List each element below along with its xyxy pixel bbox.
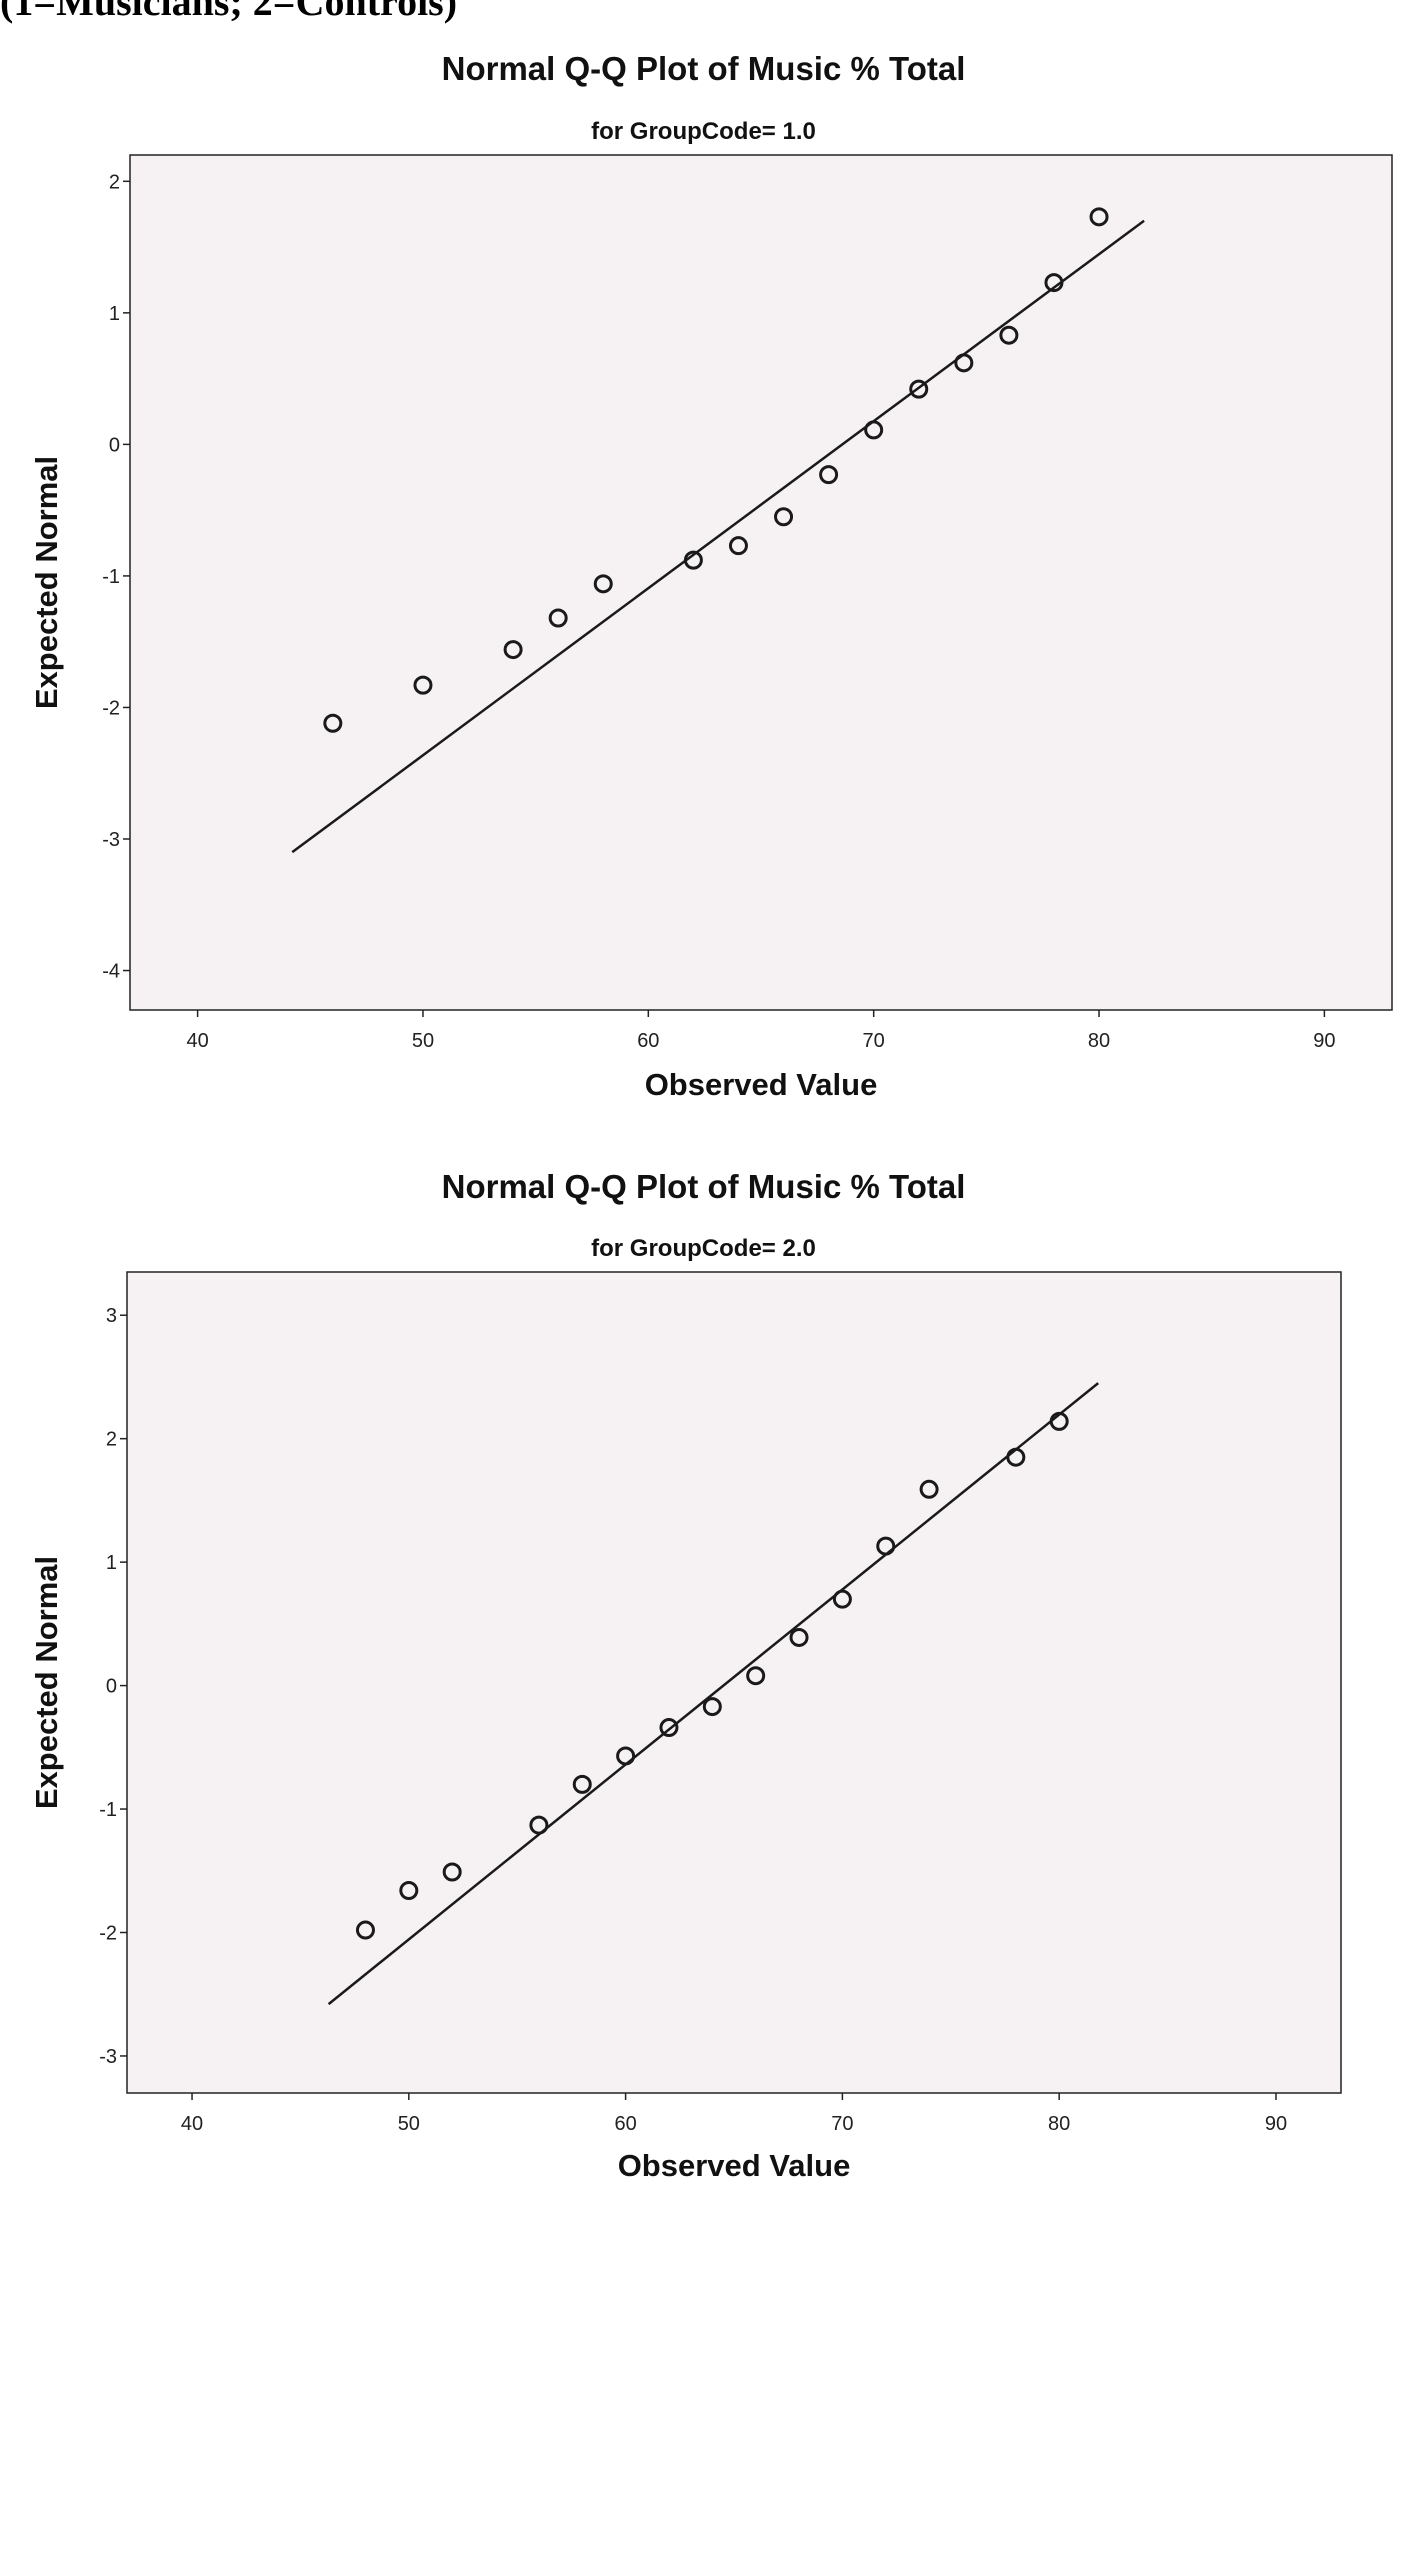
chart2-title: Normal Q-Q Plot of Music % Total <box>441 1168 966 1205</box>
chart1-title: Normal Q-Q Plot of Music % Total <box>441 50 966 87</box>
chart1-y-tick-label: 0 <box>109 434 120 456</box>
chart2-x-tick-label: 90 <box>1265 2113 1287 2135</box>
chart2-x-tick-label: 60 <box>614 2113 636 2135</box>
chart2-data-point <box>1049 1411 1069 1431</box>
chart2-x-tick-label: 50 <box>398 2113 420 2135</box>
chart1-data-point <box>413 675 433 695</box>
chart2-data-point <box>702 1697 722 1717</box>
chart1-plot-area <box>129 154 1393 1011</box>
chart1-data-point <box>1089 207 1109 227</box>
chart2-data-point <box>876 1536 896 1556</box>
chart1-reference-line <box>291 219 1145 854</box>
chart1-y-tick-label: -3 <box>102 829 120 851</box>
chart1-x-tick-label: 50 <box>412 1030 434 1052</box>
chart2-data-point <box>355 1920 375 1940</box>
chart2-x-axis-label: Observed Value <box>618 2148 851 2183</box>
chart2-data-point <box>1006 1447 1026 1467</box>
chart2-data-point <box>572 1774 592 1794</box>
chart1-data-point <box>819 465 839 485</box>
chart1-x-tick-label: 40 <box>186 1030 208 1052</box>
chart2-data-point <box>919 1479 939 1499</box>
chart1-data-point <box>999 325 1019 345</box>
chart2-data-point <box>616 1746 636 1766</box>
chart2-qq-plot: 40 50 60 70 80 90 3 2 1 0 -1 -2 -3 Observed Value Expe… <box>29 1271 1342 2183</box>
chart1-x-axis-label: Observed Value <box>645 1067 878 1102</box>
chart2-y-tick-label: 0 <box>106 1676 117 1698</box>
chart2-reference-line <box>327 1382 1099 2006</box>
chart1-data-point <box>909 379 929 399</box>
chart2-y-tick-label: 2 <box>106 1429 117 1451</box>
chart1-subtitle: for GroupCode= 1.0 <box>591 118 816 145</box>
chart1-x-tick-label: 70 <box>863 1030 885 1052</box>
chart1-y-tick-label: -2 <box>102 697 120 719</box>
chart2-data-point <box>399 1881 419 1901</box>
chart1-y-tick-label: 1 <box>109 303 120 325</box>
chart1-qq-plot: 40 50 60 70 80 90 2 1 0 -1 -2 -3 -4 Observed Value Exp… <box>29 154 1393 1102</box>
chart2-data-point <box>832 1589 852 1609</box>
chart2-y-tick-label: -1 <box>99 1799 117 1821</box>
chart1-y-tick-label: -4 <box>102 961 120 983</box>
chart1-data-point <box>774 507 794 527</box>
chart2-y-tick-label: 3 <box>106 1305 117 1327</box>
chart1-data-point <box>954 353 974 373</box>
chart2-x-tick-label: 70 <box>831 2113 853 2135</box>
chart2-y-axis-label: Expected Normal <box>29 1556 64 1809</box>
chart1-x-tick-label: 80 <box>1088 1030 1110 1052</box>
chart2-subtitle: for GroupCode= 2.0 <box>591 1235 816 1262</box>
chart2-data-point <box>442 1862 462 1882</box>
chart2-y-tick-label: -2 <box>99 1923 117 1945</box>
chart1-data-point <box>593 574 613 594</box>
chart1-data-point <box>548 608 568 628</box>
chart1-data-point <box>864 420 884 440</box>
chart1-x-tick-label: 90 <box>1313 1030 1335 1052</box>
chart2-y-tick-label: 1 <box>106 1552 117 1574</box>
page-heading: (1=Musicians; 2=Controls) <box>0 0 458 24</box>
chart1-data-point <box>503 640 523 660</box>
chart2-y-tick-label: -3 <box>99 2046 117 2068</box>
chart1-data-point <box>1044 273 1064 293</box>
chart2-plot-area <box>126 1271 1342 2094</box>
chart2-data-point <box>789 1627 809 1647</box>
chart1-data-point <box>683 550 703 570</box>
chart2-data-point <box>746 1666 766 1686</box>
chart1-y-axis-label: Expected Normal <box>29 456 64 709</box>
chart2-data-point <box>529 1815 549 1835</box>
chart1-data-point <box>323 713 343 733</box>
chart1-data-point <box>728 536 748 556</box>
chart1-y-tick-label: -1 <box>102 566 120 588</box>
chart2-x-tick-label: 80 <box>1048 2113 1070 2135</box>
chart2-data-point <box>659 1718 679 1738</box>
chart1-x-tick-label: 60 <box>637 1030 659 1052</box>
chart2-x-tick-label: 40 <box>181 2113 203 2135</box>
chart1-y-tick-label: 2 <box>109 171 120 193</box>
